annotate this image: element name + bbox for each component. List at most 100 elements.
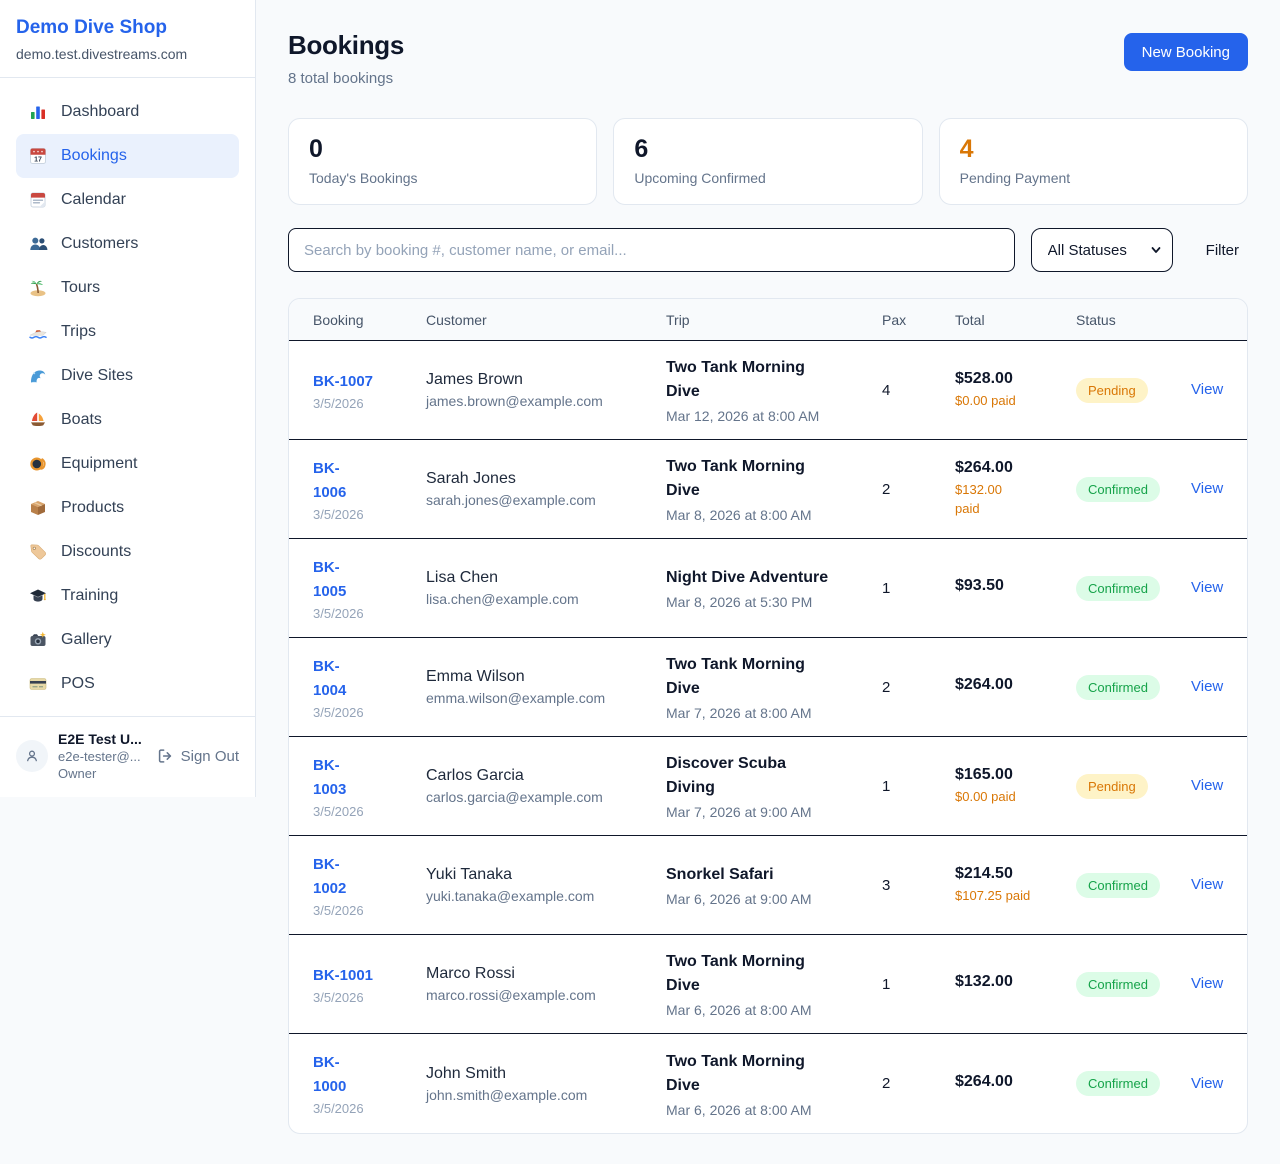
booking-id-link[interactable]: BK-1001 [313, 966, 374, 984]
pax-value: 1 [882, 579, 891, 597]
sidebar-item-label: Bookings [61, 147, 127, 164]
table-row: BK- 1005 3/5/2026 Lisa Chen lisa.chen@ex… [289, 539, 1247, 638]
status-cell: Pending [1076, 773, 1191, 799]
sidebar-item-bookings[interactable]: 17 Bookings [16, 134, 239, 178]
page-subtitle: 8 total bookings [288, 70, 394, 87]
view-link[interactable]: View [1191, 579, 1224, 596]
sign-out-button[interactable]: Sign Out [156, 747, 239, 765]
view-link[interactable]: View [1191, 777, 1224, 794]
sign-out-label: Sign Out [180, 747, 239, 765]
trip-cell: Discover Scuba Diving Mar 7, 2026 at 9:0… [666, 752, 882, 820]
sidebar-nav: Dashboard 17 Bookings Calendar Customers… [0, 78, 255, 716]
total-cell: $264.00 $132.00 paid [955, 459, 1076, 519]
booking-date: 3/5/2026 [313, 605, 364, 621]
status-badge: Pending [1076, 377, 1148, 403]
page-title: Bookings [288, 30, 405, 60]
user-box: E2E Test U... e2e-tester@... Owner Sign … [0, 716, 255, 797]
view-link[interactable]: View [1191, 1074, 1224, 1092]
pax-value: 3 [882, 876, 891, 894]
booking-id-link[interactable]: BK- 1006 [313, 459, 347, 501]
filter-row: All Statuses Filter [288, 228, 1248, 272]
booking-id-link[interactable]: BK-1007 [313, 372, 374, 390]
sidebar-item-calendar[interactable]: Calendar [16, 178, 239, 222]
table-row: BK- 1000 3/5/2026 John Smith john.smith@… [289, 1034, 1247, 1133]
customer-name: Sarah Jones [426, 470, 516, 487]
customers-icon [28, 234, 48, 254]
total-cell: $165.00 $0.00 paid [955, 766, 1076, 807]
customer-email: carlos.garcia@example.com [426, 789, 603, 805]
brand-domain: demo.test.divestreams.com [16, 46, 188, 62]
total-amount: $214.50 [955, 864, 1013, 882]
pax-value: 1 [882, 975, 891, 993]
sidebar-item-label: Trips [61, 323, 96, 340]
trip-cell: Two Tank Morning Dive Mar 7, 2026 at 8:0… [666, 653, 882, 721]
view-link[interactable]: View [1191, 480, 1224, 497]
trip-name: Two Tank Morning Dive [666, 656, 805, 697]
trip-cell: Two Tank Morning Dive Mar 6, 2026 at 8:0… [666, 950, 882, 1018]
view-link[interactable]: View [1191, 876, 1224, 893]
sidebar-item-label: Gallery [61, 631, 112, 648]
total-amount: $528.00 [955, 369, 1013, 387]
column-header-total: Total [955, 311, 985, 328]
trip-datetime: Mar 12, 2026 at 8:00 AM [666, 408, 820, 424]
column-header-pax: Pax [882, 311, 907, 328]
customer-cell: Emma Wilson emma.wilson@example.com [426, 668, 666, 706]
booking-date: 3/5/2026 [313, 989, 364, 1005]
pax-value: 2 [882, 480, 891, 498]
table-row: BK- 1004 3/5/2026 Emma Wilson emma.wilso… [289, 638, 1247, 737]
total-cell: $214.50 $107.25 paid [955, 865, 1076, 906]
discounts-icon [28, 542, 48, 562]
sidebar-item-label: Dashboard [61, 103, 140, 120]
search-input[interactable] [288, 228, 1015, 272]
booking-id-link[interactable]: BK- 1003 [313, 756, 347, 798]
user-info: E2E Test U... e2e-tester@... Owner [58, 731, 146, 781]
stat-card-pending-payment: 4 Pending Payment [938, 118, 1248, 205]
customer-cell: Marco Rossi marco.rossi@example.com [426, 965, 666, 1003]
column-header-trip: Trip [666, 311, 690, 328]
sidebar-item-pos[interactable]: POS [16, 662, 239, 706]
sidebar-item-dashboard[interactable]: Dashboard [16, 90, 239, 134]
sidebar-item-gallery[interactable]: Gallery [16, 618, 239, 662]
customer-cell: John Smith john.smith@example.com [426, 1065, 666, 1103]
view-link[interactable]: View [1191, 678, 1224, 695]
stat-card-upcoming-confirmed: 6 Upcoming Confirmed [613, 118, 923, 205]
booking-cell: BK- 1006 3/5/2026 [313, 457, 426, 522]
new-booking-button[interactable]: New Booking [1123, 33, 1248, 71]
sidebar-item-label: Equipment [61, 455, 138, 472]
booking-id-link[interactable]: BK- 1004 [313, 657, 347, 699]
filter-button[interactable]: Filter [1197, 236, 1248, 265]
sidebar-item-boats[interactable]: Boats [16, 398, 239, 442]
view-link[interactable]: View [1191, 975, 1224, 992]
status-filter-select[interactable]: All Statuses [1030, 228, 1173, 272]
training-icon [28, 586, 48, 606]
trip-cell: Two Tank Morning Dive Mar 8, 2026 at 8:0… [666, 455, 882, 523]
avatar [16, 740, 48, 772]
booking-id-link[interactable]: BK- 1002 [313, 855, 347, 897]
booking-id-link[interactable]: BK- 1005 [313, 558, 347, 600]
trip-name: Two Tank Morning Dive [666, 359, 805, 400]
trip-name: Discover Scuba Diving [666, 755, 787, 796]
trip-name: Two Tank Morning Dive [666, 1052, 805, 1094]
sidebar-item-discounts[interactable]: Discounts [16, 530, 239, 574]
actions-cell: View [1191, 975, 1231, 993]
sidebar-item-equipment[interactable]: Equipment [16, 442, 239, 486]
customer-name: Carlos Garcia [426, 767, 524, 784]
paid-amount: $107.25 paid [955, 887, 1031, 903]
total-cell: $528.00 $0.00 paid [955, 370, 1076, 411]
trip-cell: Night Dive Adventure Mar 8, 2026 at 5:30… [666, 566, 882, 610]
sidebar-item-dive-sites[interactable]: Dive Sites [16, 354, 239, 398]
view-link[interactable]: View [1191, 381, 1224, 398]
brand-title[interactable]: Demo Dive Shop [16, 17, 167, 38]
sidebar-item-trips[interactable]: Trips [16, 310, 239, 354]
brand-block: Demo Dive Shop demo.test.divestreams.com [0, 0, 255, 78]
total-amount: $165.00 [955, 765, 1013, 783]
sidebar-item-products[interactable]: Products [16, 486, 239, 530]
sidebar-item-customers[interactable]: Customers [16, 222, 239, 266]
stat-card-todays-bookings: 0 Today's Bookings [288, 118, 598, 205]
sidebar-item-tours[interactable]: Tours [16, 266, 239, 310]
booking-id-link[interactable]: BK- 1000 [313, 1054, 347, 1095]
trip-datetime: Mar 6, 2026 at 8:00 AM [666, 1101, 812, 1118]
total-amount: $93.50 [955, 577, 1004, 594]
sidebar-item-training[interactable]: Training [16, 574, 239, 618]
sidebar-item-label: Calendar [61, 191, 126, 208]
